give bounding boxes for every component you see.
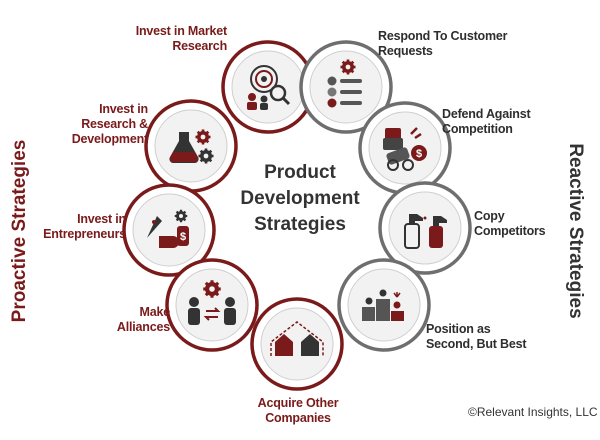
defense-cannon-icon: $ xyxy=(383,127,427,171)
gear-glyph xyxy=(198,148,214,164)
reactive-strategies-label: Reactive Strategies xyxy=(565,143,586,319)
label-line: Companies xyxy=(265,411,331,425)
label-line: Invest in xyxy=(77,212,126,226)
central-title: Product Development Strategies xyxy=(225,160,375,238)
copyright-text: ©Relevant Insights, LLC xyxy=(468,405,598,419)
proactive-strategies-label: Proactive Strategies xyxy=(9,139,30,323)
proactive-circle xyxy=(144,99,238,193)
feedback-smileys-icon xyxy=(327,59,362,108)
proactive-circle: $ xyxy=(122,183,216,277)
handshake-people-icon xyxy=(188,280,236,325)
title-line: Strategies xyxy=(254,214,346,235)
label-line: Development xyxy=(71,132,148,146)
label-line: Invest in xyxy=(99,102,148,116)
svg-text:$: $ xyxy=(180,231,186,243)
label-copy-competitors: Copy Competitors xyxy=(474,209,564,239)
reactive-circle xyxy=(378,181,472,275)
merging-houses-icon xyxy=(270,321,324,356)
proactive-circle xyxy=(165,258,259,352)
label-line: Respond To Customer xyxy=(378,29,508,43)
label-line: Acquire Other xyxy=(257,396,339,410)
reactive-circle: $ xyxy=(358,101,452,195)
gear-glyph xyxy=(340,59,356,75)
title-line: Development xyxy=(240,188,360,209)
label-line: Requests xyxy=(378,44,433,58)
label-line: Entrepreneurs xyxy=(43,227,126,241)
inner-disc xyxy=(260,307,334,381)
label-line: Copy xyxy=(474,209,505,223)
label-line: Second, But Best xyxy=(426,337,527,351)
label-line: Invest in Market xyxy=(135,24,227,38)
gear-glyph xyxy=(195,129,211,145)
label-respond-customer: Respond To Customer Requests xyxy=(378,29,528,59)
rocket-money-icon: $ xyxy=(147,209,189,248)
label-line: Research xyxy=(172,39,227,53)
label-line: Alliances xyxy=(116,320,170,334)
gear-glyph xyxy=(174,209,188,223)
label-line: Make xyxy=(139,305,171,319)
label-line: Position as xyxy=(426,322,491,336)
label-invest-market-research: Invest in Market Research xyxy=(127,24,227,54)
label-line: Competition xyxy=(442,122,513,136)
svg-text:$: $ xyxy=(416,148,422,160)
label-line: Competitors xyxy=(474,224,546,238)
label-make-alliances: Make Alliances xyxy=(110,305,170,335)
reactive-circle xyxy=(299,40,393,134)
label-invest-rnd: Invest in Research & Development xyxy=(62,102,148,147)
reactive-circle xyxy=(337,258,431,352)
inner-disc xyxy=(388,191,462,265)
label-line: Defend Against xyxy=(442,107,531,121)
label-line: Research & xyxy=(81,117,148,131)
label-position-second: Position as Second, But Best xyxy=(426,322,546,352)
inner-disc xyxy=(175,268,249,342)
proactive-circle xyxy=(250,297,344,391)
gear-glyph xyxy=(203,280,221,298)
lab-gears-icon xyxy=(169,129,214,164)
label-defend-competition: Defend Against Competition xyxy=(442,107,552,137)
label-invest-entrepreneurs: Invest in Entrepreneurs xyxy=(42,212,126,242)
podium-icon xyxy=(362,289,404,321)
inner-disc xyxy=(132,193,206,267)
title-line: Product xyxy=(264,162,336,183)
label-acquire-companies: Acquire Other Companies xyxy=(246,396,350,426)
spray-bottles-icon xyxy=(404,214,447,249)
market-research-icon xyxy=(247,65,291,110)
